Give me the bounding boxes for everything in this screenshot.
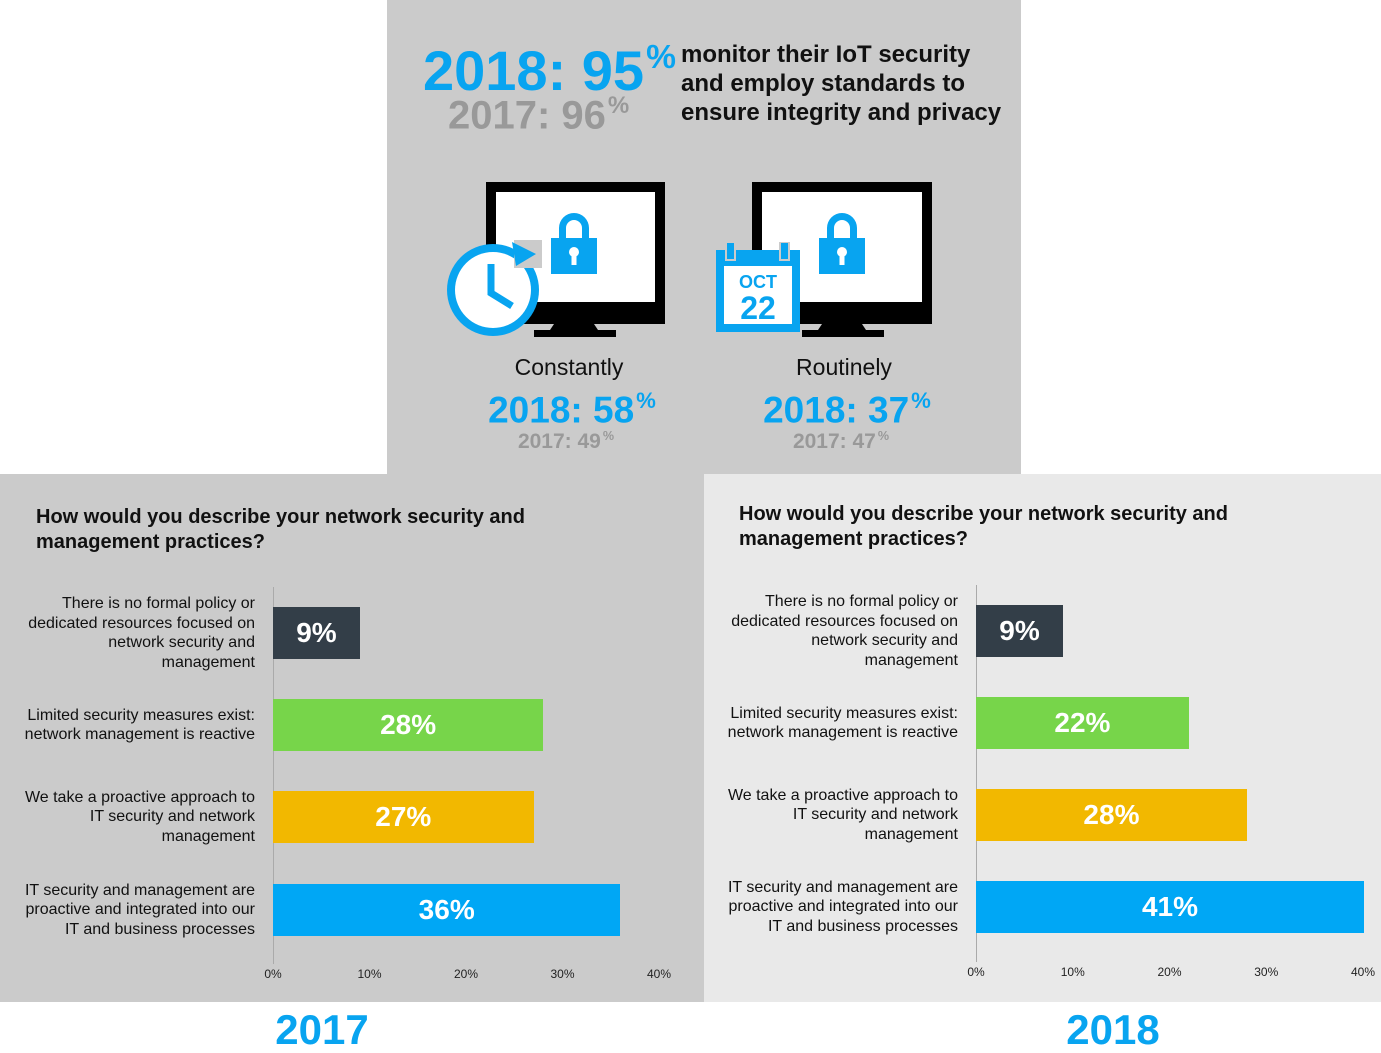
- routinely-stat-2018: 2018: 37%: [763, 388, 931, 431]
- chart-title-2018: How would you describe your network secu…: [739, 503, 1228, 550]
- constantly-stat-2017: 2017: 49%: [517, 429, 615, 454]
- hero-stat-2017: 2017: 96%: [448, 92, 630, 138]
- x-tick-label: 40%: [1350, 965, 1376, 979]
- x-tick-label: 0%: [264, 967, 282, 981]
- chart-title-2017: How would you describe your network secu…: [36, 506, 525, 553]
- clock-refresh-icon: [444, 238, 544, 338]
- calendar-day: 22: [740, 290, 776, 326]
- routinely-stat-2017: 2017: 47%: [792, 429, 890, 454]
- x-tick-label: 20%: [1157, 965, 1182, 979]
- bar: 27%: [273, 791, 534, 843]
- constantly-stat-2018: 2018: 58%: [488, 388, 656, 431]
- bar: 28%: [273, 699, 544, 751]
- lock-icon: [819, 213, 865, 274]
- bar: 9%: [273, 607, 360, 659]
- x-tick-label: 40%: [646, 967, 672, 981]
- category-label: IT security and management are proactive…: [24, 881, 255, 938]
- bar: 22%: [976, 697, 1189, 749]
- year-label-2018: 2018: [1066, 1006, 1160, 1053]
- bar: 9%: [976, 605, 1064, 657]
- category-label: Limited security measures exist: network…: [727, 704, 958, 742]
- calendar-icon: OCT 22: [714, 241, 802, 334]
- category-label: We take a proactive approach to IT secur…: [24, 788, 255, 845]
- year-label-2017: 2017: [275, 1006, 369, 1053]
- y-axis-line: [976, 585, 977, 962]
- bar: 28%: [976, 789, 1247, 841]
- x-tick-label: 0%: [967, 965, 985, 979]
- x-tick-label: 10%: [357, 967, 382, 981]
- constantly-label: Constantly: [514, 354, 624, 380]
- hero-description: monitor their IoT security and employ st…: [681, 41, 1002, 126]
- category-label: There is no formal policy or dedicated r…: [28, 595, 255, 671]
- lock-icon: [551, 213, 597, 274]
- calendar-month: OCT: [739, 272, 777, 292]
- x-tick-label: 30%: [1254, 965, 1279, 979]
- category-label: There is no formal policy or dedicated r…: [731, 593, 958, 669]
- bar: 36%: [273, 884, 621, 936]
- routinely-label: Routinely: [796, 354, 892, 380]
- category-label: We take a proactive approach to IT secur…: [727, 786, 958, 843]
- x-tick-label: 30%: [550, 967, 575, 981]
- y-axis-line: [273, 587, 274, 964]
- category-label: Limited security measures exist: network…: [24, 706, 255, 744]
- x-tick-label: 10%: [1060, 965, 1085, 979]
- bar: 41%: [976, 881, 1364, 933]
- category-label: IT security and management are proactive…: [727, 878, 958, 935]
- hero-stat-2018: 2018: 95%: [423, 38, 676, 102]
- x-tick-label: 20%: [453, 967, 479, 981]
